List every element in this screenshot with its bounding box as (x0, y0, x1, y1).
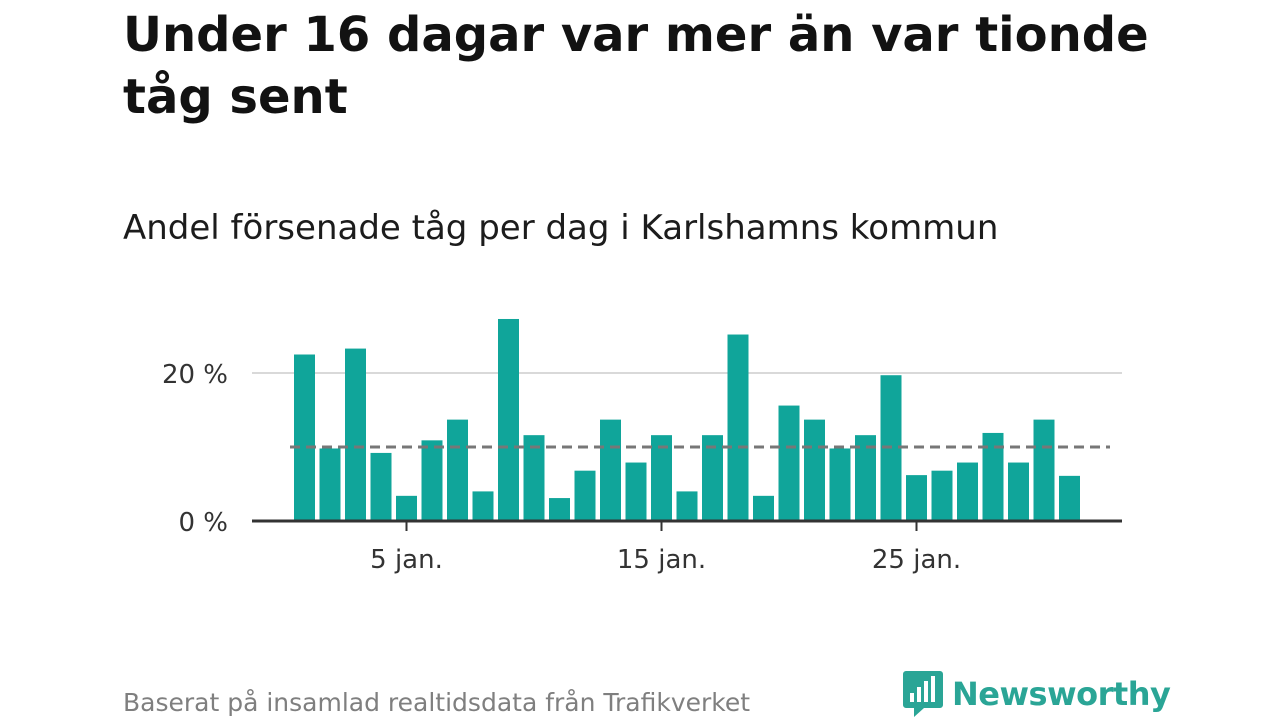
bar (574, 470, 596, 521)
bar (676, 491, 698, 521)
bar (1033, 419, 1055, 521)
bar-chart: 0 % 20 % 5 jan. 15 jan. 25 jan. (162, 318, 1122, 575)
bar (957, 462, 978, 521)
brand-name: Newsworthy (952, 675, 1171, 713)
bar (345, 348, 366, 521)
bar (906, 475, 927, 521)
bar (1008, 462, 1029, 521)
newsworthy-logo-icon (903, 671, 943, 717)
bar (778, 405, 800, 521)
bar (702, 435, 723, 521)
chart-title: Under 16 dagar var mer än var tionde tåg… (123, 7, 1149, 125)
bar (753, 495, 774, 521)
x-tick-label: 15 jan. (617, 545, 706, 575)
bar (855, 435, 876, 521)
bar (498, 318, 519, 521)
bar (421, 440, 443, 521)
bar (625, 462, 647, 521)
y-tick-label: 0 % (178, 508, 228, 538)
bar (727, 334, 749, 521)
bar (319, 448, 341, 521)
bar (931, 470, 953, 521)
bar (523, 435, 545, 521)
x-tick-label: 5 jan. (370, 545, 443, 575)
bar (370, 452, 392, 521)
bar (396, 495, 417, 521)
bar (651, 435, 672, 521)
bar (447, 419, 468, 521)
bar (600, 419, 621, 521)
bar (804, 419, 825, 521)
bar (982, 432, 1004, 521)
brand-logo: Newsworthy (902, 670, 1171, 718)
bar (829, 448, 851, 521)
x-tick-label: 25 jan. (872, 545, 961, 575)
y-tick-label: 20 % (162, 360, 228, 390)
chart-subtitle: Andel försenade tåg per dag i Karlshamns… (123, 208, 999, 248)
source-note: Baserat på insamlad realtidsdata från Tr… (123, 688, 751, 717)
bar (549, 498, 570, 521)
bar (294, 354, 315, 521)
bar (1059, 475, 1080, 521)
bar (472, 491, 494, 521)
